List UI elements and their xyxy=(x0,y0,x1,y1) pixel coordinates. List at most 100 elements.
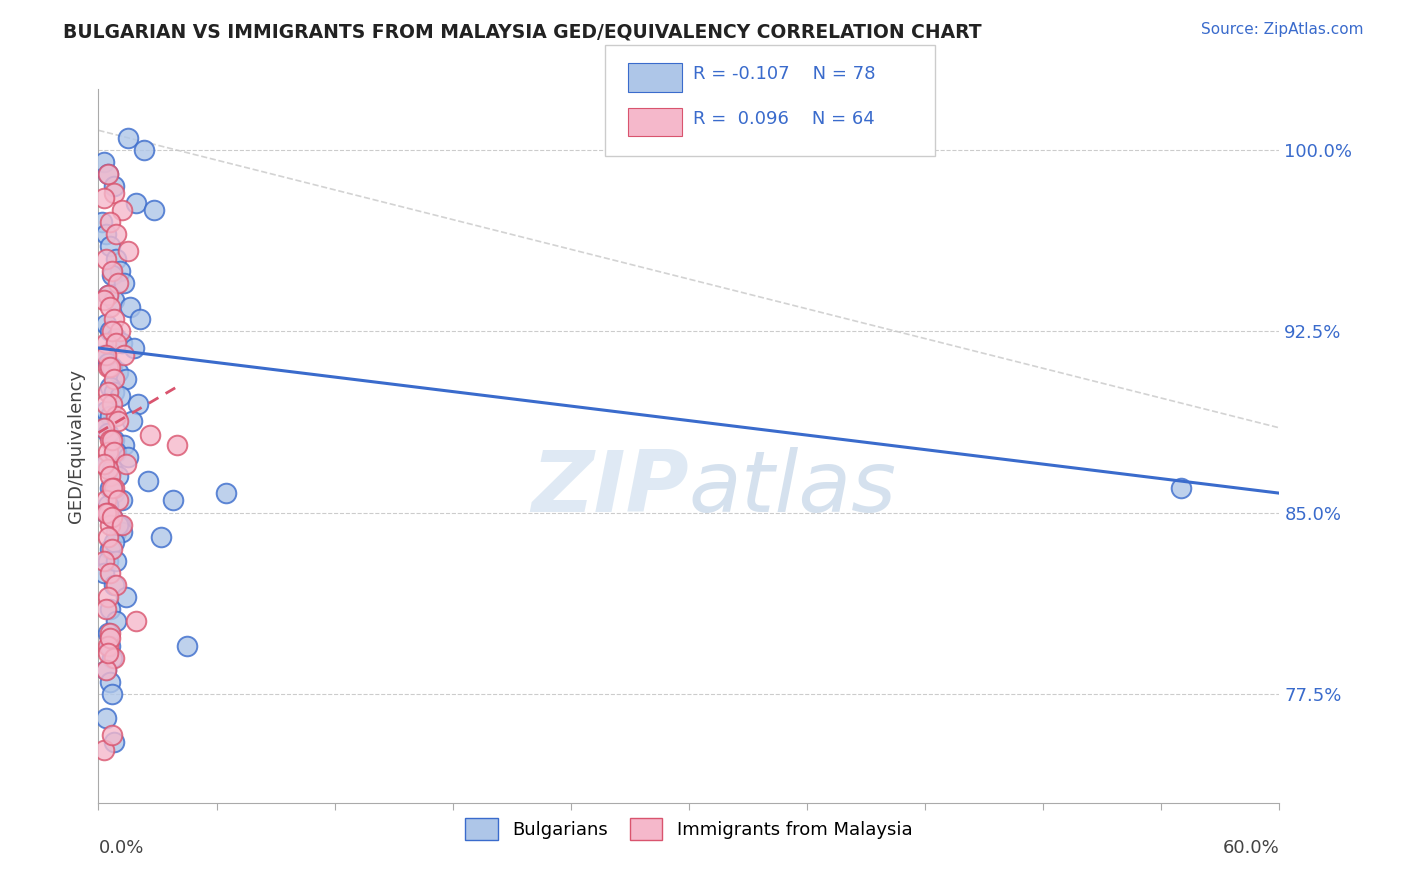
Point xyxy=(105,252,128,266)
Point xyxy=(122,341,145,355)
Point xyxy=(98,324,121,338)
Point xyxy=(97,288,120,302)
Point xyxy=(97,639,120,653)
Point xyxy=(107,365,129,379)
Point xyxy=(111,203,134,218)
Point xyxy=(97,355,120,369)
Text: ZIP: ZIP xyxy=(531,447,689,531)
Point xyxy=(101,510,124,524)
Point xyxy=(98,469,121,483)
Point xyxy=(103,312,125,326)
Point xyxy=(101,541,124,556)
Point xyxy=(96,506,118,520)
Point xyxy=(125,195,148,210)
Point xyxy=(105,554,128,568)
Point xyxy=(96,317,118,331)
Point xyxy=(105,336,128,351)
Point xyxy=(107,517,129,532)
Point xyxy=(103,186,125,201)
Point xyxy=(115,457,138,471)
Point xyxy=(162,493,184,508)
Point xyxy=(105,445,128,459)
Point xyxy=(117,130,139,145)
Point xyxy=(97,506,120,520)
Point xyxy=(112,348,135,362)
Point xyxy=(96,227,118,242)
Point xyxy=(96,663,118,677)
Point xyxy=(111,493,134,508)
Y-axis label: GED/Equivalency: GED/Equivalency xyxy=(66,369,84,523)
Point xyxy=(1170,481,1192,495)
Point xyxy=(103,445,125,459)
Point xyxy=(101,687,124,701)
Point xyxy=(215,486,238,500)
Point xyxy=(97,384,120,399)
Text: R = -0.107    N = 78: R = -0.107 N = 78 xyxy=(693,65,876,83)
Point xyxy=(103,481,125,495)
Point xyxy=(98,566,121,580)
Point xyxy=(103,735,125,749)
Point xyxy=(97,425,120,440)
Point xyxy=(101,263,124,277)
Point xyxy=(93,348,115,362)
Point xyxy=(93,554,115,568)
Point xyxy=(115,590,138,604)
Point xyxy=(101,650,124,665)
Point xyxy=(136,474,159,488)
Point xyxy=(96,506,118,520)
Point xyxy=(105,227,128,242)
Point xyxy=(98,626,121,640)
Point xyxy=(96,663,118,677)
Point xyxy=(98,517,121,532)
Text: 0.0%: 0.0% xyxy=(98,839,143,857)
Point xyxy=(101,481,124,495)
Point xyxy=(97,445,120,459)
Point xyxy=(125,615,148,629)
Point xyxy=(98,433,121,447)
Point xyxy=(112,276,135,290)
Point xyxy=(97,167,120,181)
Point xyxy=(96,336,118,351)
Point xyxy=(111,524,134,539)
Text: R =  0.096    N = 64: R = 0.096 N = 64 xyxy=(693,110,875,128)
Point xyxy=(117,450,139,464)
Point xyxy=(98,541,121,556)
Point xyxy=(91,215,114,229)
Point xyxy=(127,397,149,411)
Point xyxy=(98,239,121,253)
Point xyxy=(96,457,118,471)
Point xyxy=(98,360,121,375)
Point xyxy=(93,566,115,580)
Point xyxy=(121,414,143,428)
Point xyxy=(98,639,121,653)
Point xyxy=(108,517,131,532)
Point xyxy=(97,462,120,476)
Point xyxy=(93,457,115,471)
Point xyxy=(93,191,115,205)
Point xyxy=(101,360,124,375)
Point xyxy=(107,469,129,483)
Point xyxy=(97,530,120,544)
Point xyxy=(142,203,165,218)
Legend: Bulgarians, Immigrants from Malaysia: Bulgarians, Immigrants from Malaysia xyxy=(458,811,920,847)
Text: atlas: atlas xyxy=(689,447,897,531)
Point xyxy=(98,409,121,423)
Point xyxy=(93,742,115,756)
Point xyxy=(98,215,121,229)
Text: Source: ZipAtlas.com: Source: ZipAtlas.com xyxy=(1201,22,1364,37)
Point xyxy=(107,276,129,290)
Point xyxy=(105,524,128,539)
Point xyxy=(108,324,131,338)
Point xyxy=(105,615,128,629)
Point xyxy=(112,438,135,452)
Point xyxy=(96,348,118,362)
Point xyxy=(103,293,125,307)
Point xyxy=(103,178,125,193)
Point xyxy=(93,421,115,435)
Point xyxy=(166,438,188,452)
Point xyxy=(93,293,115,307)
Point xyxy=(93,421,115,435)
Point xyxy=(97,590,120,604)
Point xyxy=(105,578,128,592)
Point xyxy=(97,626,120,640)
